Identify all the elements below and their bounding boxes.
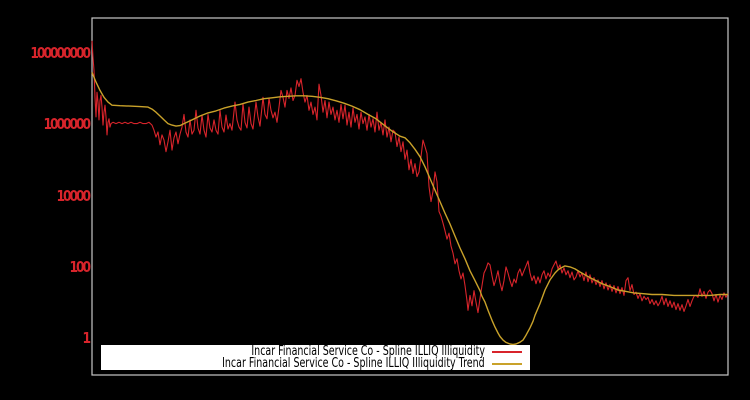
legend-row-trend: Incar Financial Service Co - Spline ILLI…: [101, 355, 530, 371]
y-tick-label: 100000000: [30, 43, 91, 62]
illiq-line: [91, 40, 729, 314]
y-axis-tick-labels: 100000000 1000000 10000 100 1: [0, 0, 91, 400]
trend-line-sample-icon: [492, 362, 522, 365]
legend-label-illiq: Incar Financial Service Co - Spline ILLI…: [251, 343, 485, 359]
plot-frame: [91, 17, 729, 376]
legend: Incar Financial Service Co - Spline ILLI…: [101, 345, 530, 370]
y-tick-label: 1: [82, 329, 91, 348]
y-tick-label: 10000: [56, 186, 91, 205]
legend-label-trend: Incar Financial Service Co - Spline ILLI…: [222, 355, 485, 371]
illiq-line-sample-icon: [492, 350, 522, 353]
y-tick-label: 100: [69, 257, 91, 276]
y-tick-label: 1000000: [43, 115, 91, 134]
legend-row-illiq: Incar Financial Service Co - Spline ILLI…: [101, 343, 530, 359]
trend-line: [91, 72, 728, 346]
